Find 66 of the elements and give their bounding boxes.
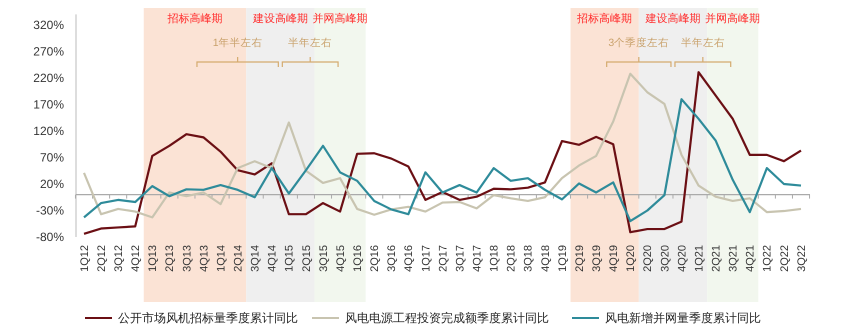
x-tick-label: 2Q22 [778, 245, 791, 272]
y-tick-label: 20% [40, 177, 64, 192]
x-tick-label: 2Q17 [437, 245, 450, 272]
legend-label: 公开市场风机招标量季度累计同比 [118, 311, 298, 326]
x-tick-label: 4Q16 [403, 245, 416, 272]
annotation: 1年半左右 [212, 36, 263, 49]
band-label: 并网高峰期 [705, 12, 760, 25]
x-tick-label: 2Q14 [232, 245, 244, 272]
x-tick-label: 1Q17 [420, 245, 432, 272]
x-tick-label: 2Q12 [96, 245, 108, 272]
annotation: 3个季度左右 [608, 36, 670, 49]
annotation: 半年左右 [680, 36, 725, 49]
line-series [82, 98, 802, 222]
y-tick-label: -30% [36, 204, 64, 218]
band-label: 建设高峰期 [252, 12, 308, 25]
x-tick-label: 1Q15 [284, 245, 296, 272]
x-tick-label: 3Q12 [112, 245, 125, 272]
x-tick-label: 4Q20 [676, 245, 688, 272]
x-tick-label: 3Q21 [728, 245, 740, 272]
x-tick-label: 3Q14 [250, 245, 262, 272]
x-tick-label: 1Q13 [147, 245, 160, 272]
x-tick-label: 3Q19 [590, 245, 603, 272]
y-tick-label: 70% [40, 150, 64, 165]
x-tick-label: 2Q18 [506, 245, 518, 272]
x-tick-label: 4Q19 [608, 245, 620, 272]
legend-label: 风电电源工程投资完成额季度累计同比 [345, 311, 549, 326]
band-label: 建设高峰期 [644, 12, 700, 25]
x-tick-label: 1Q22 [762, 245, 774, 272]
x-tick-label: 3Q13 [181, 245, 194, 272]
x-tick-label: 3Q18 [522, 245, 535, 272]
x-tick-label: 1Q19 [556, 245, 569, 272]
x-tick-label: 4Q15 [334, 245, 347, 272]
x-tick-label: 4Q13 [198, 245, 210, 272]
x-tick-label: 3Q15 [318, 245, 330, 272]
x-tick-label: 2Q15 [300, 245, 313, 272]
x-tick-label: 4Q14 [266, 245, 279, 272]
x-tick-label: 4Q18 [540, 245, 552, 272]
x-tick-label: 3Q20 [659, 245, 672, 272]
y-tick-label: 170% [33, 98, 64, 112]
band-label: 招标高峰期 [576, 12, 632, 25]
band-label: 并网高峰期 [312, 12, 368, 25]
band-label: 招标高峰期 [166, 12, 222, 25]
x-tick-label: 2Q16 [369, 245, 382, 272]
x-tick-label: 1Q16 [352, 245, 364, 272]
x-tick-label: 2Q21 [710, 245, 722, 272]
y-tick-label: -80% [36, 230, 64, 244]
y-tick-label: 320% [33, 18, 64, 32]
legend-label: 风电新增并网量季度累计同比 [605, 311, 761, 326]
x-tick-label: 3Q16 [386, 245, 398, 272]
x-tick-label: 2Q13 [164, 245, 176, 272]
x-tick-label: 3Q22 [796, 245, 808, 272]
x-tick-label: 4Q12 [130, 245, 142, 272]
annotation: 半年左右 [288, 36, 332, 49]
y-tick-label: 270% [33, 44, 64, 59]
x-tick-label: 1Q18 [488, 245, 501, 272]
x-tick-label: 4Q17 [471, 245, 484, 272]
x-tick-label: 2Q19 [574, 245, 586, 272]
y-tick-label: 120% [33, 124, 64, 138]
x-tick-label: 1Q14 [215, 245, 228, 272]
x-tick-label: 1Q12 [78, 245, 91, 272]
x-tick-label: 1Q21 [693, 245, 706, 272]
x-tick-label: 2Q20 [642, 245, 654, 272]
x-tick-label: 3Q17 [454, 245, 466, 272]
y-tick-label: 220% [33, 71, 64, 86]
x-tick-label: 4Q21 [744, 245, 757, 272]
x-tick-label: 1Q20 [625, 245, 638, 272]
